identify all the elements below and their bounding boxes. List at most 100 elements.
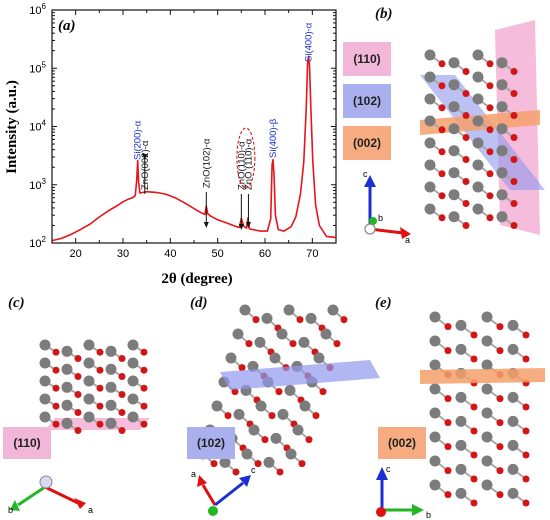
o-atom: [296, 316, 304, 324]
o-atom: [74, 427, 82, 434]
zn-atom: [481, 335, 493, 347]
zn-atom: [61, 399, 73, 411]
o-atom: [140, 420, 148, 428]
o-atom: [510, 90, 518, 97]
o-atom: [74, 409, 82, 416]
o-atom: [486, 148, 494, 156]
zn-atom: [429, 311, 441, 323]
axis-a: a: [405, 235, 410, 245]
peak-label: ZnO (110)-α: [243, 138, 254, 190]
zn-atom: [83, 357, 95, 369]
zn-atom: [298, 336, 310, 348]
zn-atom: [472, 93, 484, 105]
zn-atom: [61, 363, 73, 375]
o-atom: [118, 373, 126, 380]
zn-atom: [127, 411, 139, 423]
zn-atom: [429, 383, 441, 395]
o-atom: [118, 409, 126, 416]
zn-atom: [424, 159, 436, 171]
zn-atom: [211, 400, 223, 412]
zn-atom: [263, 456, 275, 468]
zn-atom: [481, 431, 493, 443]
zn-atom: [277, 408, 289, 420]
crystal-structure-c: [39, 339, 150, 434]
o-atom: [470, 403, 478, 411]
o-atom: [444, 443, 452, 451]
zn-atom: [455, 391, 467, 403]
zn-atom: [507, 415, 519, 427]
zn-atom: [507, 343, 519, 355]
zn-atom: [481, 455, 493, 467]
o-atom: [522, 475, 530, 483]
panel-letter-e: (e): [375, 295, 392, 311]
zn-atom: [39, 375, 51, 387]
zn-atom: [105, 363, 117, 375]
o-atom: [522, 451, 530, 459]
o-atom: [510, 112, 518, 119]
o-atom: [319, 388, 327, 396]
zn-atom: [424, 203, 436, 215]
y-axis-ticks: 102 103 104 105 106: [29, 2, 336, 250]
zn-atom: [481, 479, 493, 491]
o-atom: [486, 192, 494, 200]
o-atom: [340, 316, 348, 324]
zn-atom: [320, 328, 332, 340]
y-tick-label: 106: [29, 2, 46, 17]
o-atom: [522, 499, 530, 507]
peak-label: Si(200)-α: [133, 120, 144, 160]
o-atom: [298, 460, 306, 468]
plane-002-e: [420, 368, 545, 384]
atoms-d: [197, 304, 348, 476]
panel-letter-b: (b): [375, 6, 393, 22]
o-atom: [275, 388, 283, 396]
zn-atom: [305, 312, 317, 324]
zn-atom: [39, 357, 51, 369]
zn-atom: [472, 159, 484, 171]
o-atom: [74, 391, 82, 398]
peak-arrowhead: [245, 222, 251, 228]
o-atom: [140, 366, 148, 374]
zn-atom: [83, 375, 95, 387]
o-atom: [496, 491, 504, 499]
o-atom: [486, 170, 494, 178]
o-atom: [52, 366, 60, 374]
o-atom: [305, 436, 313, 444]
zn-atom: [507, 439, 519, 451]
o-atom: [444, 347, 452, 355]
o-atom: [510, 222, 518, 229]
zn-atom: [424, 49, 436, 61]
zn-atom: [424, 71, 436, 83]
zn-atom: [448, 57, 460, 69]
zn-atom: [313, 352, 325, 364]
zn-atom: [127, 393, 139, 405]
zn-atom: [448, 189, 460, 201]
xrd-line: [51, 55, 337, 242]
axes-triad-c: b a: [8, 475, 93, 515]
peak-arrowhead: [203, 222, 209, 228]
zn-atom: [507, 487, 519, 499]
o-atom: [438, 60, 446, 68]
o-atom: [96, 384, 104, 392]
zn-atom: [105, 399, 117, 411]
x-tick-label: 30: [117, 248, 129, 260]
axes-triad-d: a c: [191, 465, 256, 516]
o-atom: [140, 384, 148, 392]
o-atom: [438, 104, 446, 112]
o-atom: [496, 347, 504, 355]
zn-atom: [448, 211, 460, 223]
o-atom: [522, 355, 530, 363]
o-atom: [224, 412, 232, 420]
zn-atom: [507, 391, 519, 403]
panel-letter-d: (d): [190, 295, 208, 311]
y-tick-label: 102: [29, 235, 46, 250]
zn-atom: [496, 211, 508, 223]
o-atom: [252, 316, 260, 324]
peak-label: Si(400)-α: [304, 22, 315, 62]
zn-atom: [283, 304, 295, 316]
zn-atom: [472, 115, 484, 127]
zn-atom: [429, 359, 441, 371]
o-atom: [52, 420, 60, 428]
x-tick-label: 60: [259, 248, 271, 260]
o-atom: [470, 451, 478, 459]
zn-atom: [270, 432, 282, 444]
